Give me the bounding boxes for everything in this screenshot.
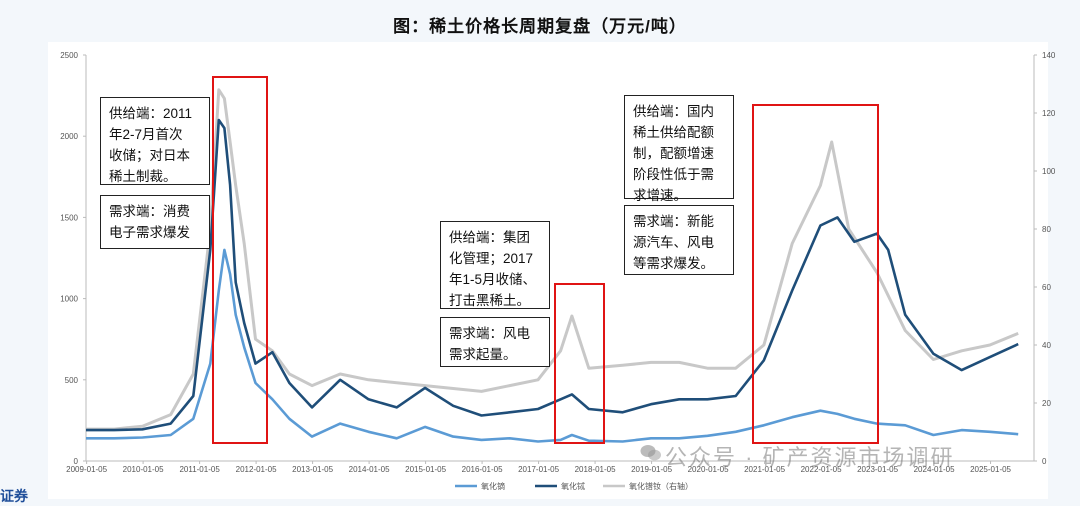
series-line-2 (86, 88, 1019, 431)
legend-label-0: 氧化镝 (481, 481, 505, 491)
y-right-tick-label: 0 (1042, 457, 1047, 466)
x-tick-label: 2016-01-05 (462, 465, 503, 474)
highlight-box-2017 (554, 283, 605, 444)
y-left-tick-label: 2000 (60, 132, 78, 141)
y-left-tick-label: 1500 (60, 213, 78, 222)
y-right-tick-label: 100 (1042, 167, 1056, 176)
wechat-icon (640, 445, 661, 461)
annotation-demand-2021: 需求端：新能 源汽车、风电 等需求爆发。 (624, 205, 734, 275)
annotation-supply-2017: 供给端：集团 化管理；2017 年1-5月收储、 打击黑稀土。 (440, 221, 550, 309)
x-tick-label: 2018-01-05 (575, 465, 616, 474)
watermark: 公众号 · 矿产资源市场调研 (665, 445, 955, 470)
y-right-tick-label: 80 (1042, 225, 1051, 234)
x-tick-label: 2012-01-05 (236, 465, 277, 474)
y-left-tick-label: 500 (65, 376, 79, 385)
y-right-tick-label: 60 (1042, 283, 1051, 292)
annotation-demand-2017: 需求端：风电 需求起量。 (440, 317, 550, 367)
y-right-tick-label: 120 (1042, 109, 1056, 118)
y-left-tick-label: 1000 (60, 295, 78, 304)
y-left-tick-label: 2500 (60, 51, 78, 60)
y-right-tick-label: 40 (1042, 341, 1051, 350)
legend-label-1: 氧化铽 (561, 481, 585, 491)
annotation-supply-2011: 供给端：2011 年2-7月首次 收储；对日本 稀土制裁。 (100, 97, 210, 185)
x-tick-label: 2019-01-05 (631, 465, 672, 474)
x-tick-label: 2011-01-05 (179, 465, 220, 474)
legend-label-2: 氧化镨钕（右轴） (629, 481, 693, 491)
highlight-box-2011 (212, 76, 268, 444)
series-line-1 (86, 118, 1019, 432)
x-tick-label: 2022-01-05 (801, 465, 842, 474)
y-left-tick-label: 0 (74, 457, 79, 466)
y-right-tick-label: 140 (1042, 51, 1056, 60)
x-tick-label: 2009-01-05 (66, 465, 107, 474)
x-tick-label: 2020-01-05 (688, 465, 729, 474)
chart-title: 图：稀土价格长周期复盘（万元/吨） (393, 17, 687, 36)
annotation-demand-2011: 需求端：消费 电子需求爆发 (100, 195, 210, 249)
x-tick-label: 2024-01-05 (914, 465, 955, 474)
x-tick-label: 2014-01-05 (349, 465, 390, 474)
series-line-0 (86, 248, 1019, 443)
highlight-box-2021 (752, 104, 879, 444)
x-tick-label: 2010-01-05 (123, 465, 164, 474)
x-tick-label: 2021-01-05 (744, 465, 785, 474)
x-tick-label: 2025-01-05 (970, 465, 1011, 474)
x-tick-label: 2015-01-05 (405, 465, 446, 474)
annotation-supply-2021: 供给端：国内 稀土供给配额 制，配额增速 阶段性低于需 求增速。 (624, 95, 734, 203)
y-right-tick-label: 20 (1042, 399, 1051, 408)
x-tick-label: 2013-01-05 (292, 465, 333, 474)
x-tick-label: 2023-01-05 (857, 465, 898, 474)
x-tick-label: 2017-01-05 (518, 465, 559, 474)
corner-text: 证券 (0, 488, 28, 504)
